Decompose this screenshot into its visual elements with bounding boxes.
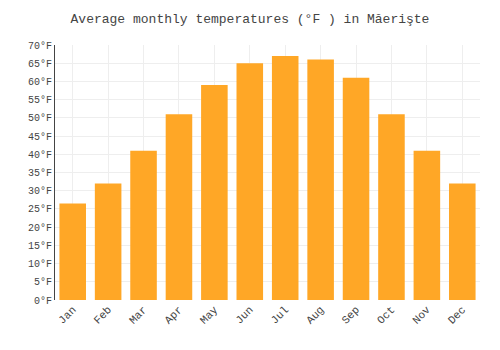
svg-text:Jan: Jan — [56, 304, 78, 326]
svg-text:Dec: Dec — [446, 304, 468, 326]
svg-text:0°F: 0°F — [34, 296, 52, 307]
svg-text:60°F: 60°F — [28, 77, 52, 88]
svg-text:40°F: 40°F — [28, 150, 52, 161]
svg-text:May: May — [198, 304, 221, 327]
svg-text:70°F: 70°F — [28, 41, 52, 52]
svg-text:15°F: 15°F — [28, 241, 52, 252]
svg-text:65°F: 65°F — [28, 59, 52, 70]
svg-text:Mar: Mar — [127, 304, 149, 326]
svg-text:Apr: Apr — [162, 304, 184, 326]
svg-text:5°F: 5°F — [34, 277, 52, 288]
svg-text:20°F: 20°F — [28, 223, 52, 234]
svg-text:55°F: 55°F — [28, 95, 52, 106]
svg-text:Nov: Nov — [410, 304, 433, 327]
svg-text:Average monthly temperatures (: Average monthly temperatures (°F ) in Mă… — [71, 12, 430, 27]
svg-text:50°F: 50°F — [28, 113, 52, 124]
svg-text:35°F: 35°F — [28, 168, 52, 179]
svg-text:Jul: Jul — [269, 304, 291, 326]
svg-text:25°F: 25°F — [28, 204, 52, 215]
svg-text:Aug: Aug — [304, 304, 326, 326]
svg-text:45°F: 45°F — [28, 132, 52, 143]
svg-text:Sep: Sep — [340, 304, 362, 326]
svg-text:Jun: Jun — [233, 304, 255, 326]
svg-text:Oct: Oct — [375, 304, 397, 326]
svg-text:30°F: 30°F — [28, 186, 52, 197]
svg-text:10°F: 10°F — [28, 259, 52, 270]
svg-text:Feb: Feb — [92, 304, 114, 326]
